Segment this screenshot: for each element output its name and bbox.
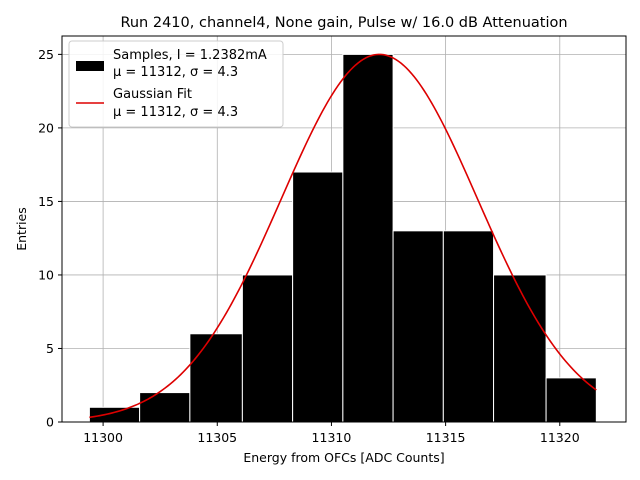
histogram-bar (342, 53, 394, 423)
y-tick-label: 15 (38, 194, 54, 209)
legend-histogram-stats: μ = 11312, σ = 4.3 (113, 65, 238, 80)
y-tick-label: 25 (38, 47, 54, 62)
histogram-bar (545, 377, 597, 423)
histogram-bar (292, 171, 344, 423)
gaussian-fit-line (89, 53, 597, 419)
x-tick-label: 11315 (426, 430, 466, 445)
legend-fit-label: Gaussian Fit (113, 87, 192, 102)
x-tick-label: 11305 (197, 430, 237, 445)
histogram-bar (241, 274, 294, 423)
x-tick-label: 11300 (83, 430, 123, 445)
y-axis-ticks: 0 5 10 15 20 25 (38, 47, 62, 430)
legend-box (68, 40, 284, 128)
legend-fit-stats: μ = 11312, σ = 4.3 (113, 105, 238, 120)
histogram-bar (139, 392, 191, 423)
legend-histogram-label: Samples, I = 1.2382mA (113, 48, 267, 63)
histogram-bar (189, 333, 243, 423)
y-tick-label: 5 (46, 341, 54, 356)
histogram-bars (88, 53, 597, 423)
y-tick-label: 10 (38, 267, 54, 282)
histogram-bar (88, 406, 141, 423)
legend-histogram-swatch (76, 61, 104, 71)
histogram-bar (392, 230, 444, 423)
histogram-bar (442, 230, 495, 423)
histogram-bar (493, 274, 547, 423)
chart-title: Run 2410, channel4, None gain, Pulse w/ … (120, 15, 567, 31)
plot-area: 11300 11305 11310 11315 11320 0 5 10 15 20 25 (38, 35, 627, 445)
y-tick-label: 20 (38, 120, 54, 135)
x-tick-label: 11320 (540, 430, 580, 445)
x-axis-ticks: 11300 11305 11310 11315 11320 (83, 422, 580, 445)
y-axis-label: Entries (14, 207, 29, 251)
axes-frame (61, 35, 627, 423)
y-tick-label: 0 (46, 415, 54, 430)
x-axis-label: Energy from OFCs [ADC Counts] (243, 450, 444, 465)
legend: Samples, I = 1.2382mA μ = 11312, σ = 4.3… (68, 40, 284, 128)
x-tick-label: 11310 (312, 430, 352, 445)
